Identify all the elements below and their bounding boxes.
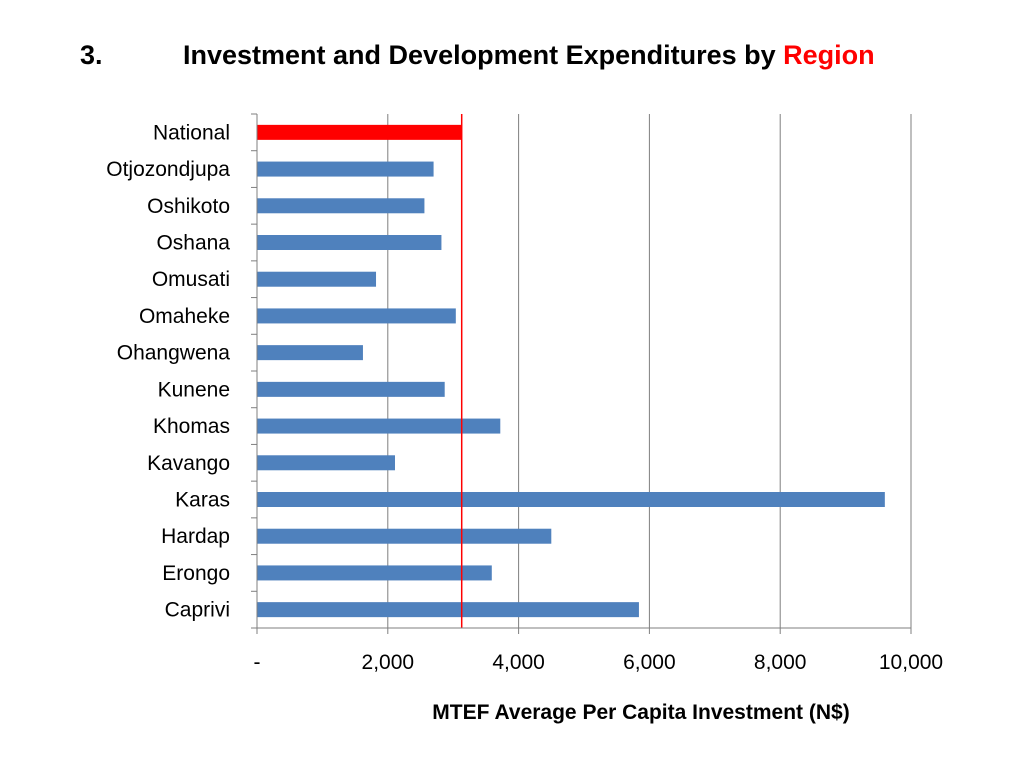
category-label: Omusati: [152, 268, 230, 291]
x-tick-label: 6,000: [623, 651, 676, 674]
x-tick-label: 2,000: [362, 651, 415, 674]
bar: [257, 418, 501, 434]
bar: [257, 528, 552, 544]
category-label: Ohangwena: [117, 342, 231, 365]
bar: [257, 198, 425, 214]
slide-number: 3.: [80, 40, 103, 70]
bar: [257, 565, 492, 581]
category-label: National: [153, 121, 230, 144]
bar: [257, 161, 434, 177]
bar: [257, 492, 885, 507]
category-label: Kunene: [158, 378, 230, 401]
labels: National Otjozondjupa Oshikoto Oshana Omusat…: [106, 121, 943, 674]
category-label: Khomas: [153, 415, 230, 438]
bar: [257, 308, 456, 324]
bar: [257, 602, 639, 618]
slide-title-accent: Region: [783, 40, 875, 70]
category-label: Caprivi: [165, 599, 230, 622]
bar-highlight: [257, 124, 462, 140]
category-label: Karas: [175, 489, 230, 512]
axes: [251, 113, 912, 634]
category-label: Kavango: [147, 452, 230, 475]
category-label: Oshana: [156, 232, 230, 255]
category-label: Oshikoto: [147, 195, 230, 218]
x-tick-label: 10,000: [879, 651, 943, 674]
x-tick-label: 8,000: [754, 651, 807, 674]
category-label: Hardap: [161, 525, 230, 548]
bar: [257, 381, 445, 397]
bar: [257, 235, 442, 250]
bar: [257, 455, 395, 471]
x-axis-title: MTEF Average Per Capita Investment (N$): [432, 701, 849, 724]
x-tick-label: 4,000: [492, 651, 545, 674]
slide-title-text: Investment and Development Expenditures …: [183, 40, 875, 71]
gridlines: [387, 114, 912, 628]
bars: [257, 124, 885, 618]
category-label: Omaheke: [139, 305, 230, 328]
category-label: Erongo: [162, 562, 230, 585]
bar: [257, 271, 377, 287]
x-tick-label: -: [254, 651, 261, 674]
slide-title: 3. Investment and Development Expenditur…: [0, 40, 1024, 80]
slide-title-main: Investment and Development Expenditures …: [183, 40, 784, 70]
category-label: Otjozondjupa: [106, 158, 230, 181]
bar: [257, 345, 363, 361]
